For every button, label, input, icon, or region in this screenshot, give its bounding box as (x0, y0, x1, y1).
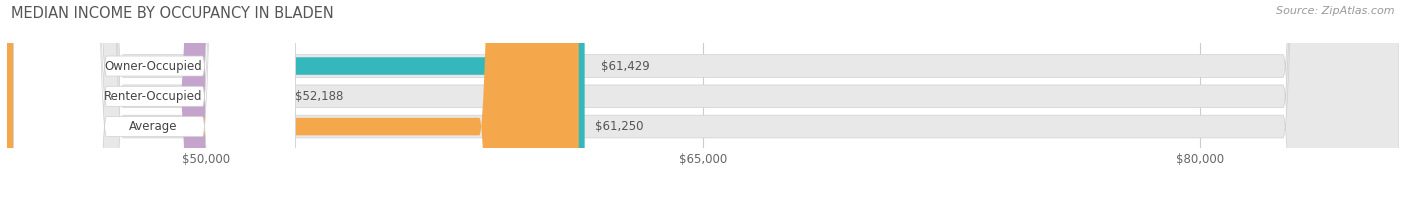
FancyBboxPatch shape (7, 0, 579, 197)
Text: Owner-Occupied: Owner-Occupied (104, 59, 202, 72)
FancyBboxPatch shape (14, 0, 295, 197)
Text: $61,429: $61,429 (602, 59, 650, 72)
FancyBboxPatch shape (14, 0, 295, 197)
Text: Renter-Occupied: Renter-Occupied (104, 90, 202, 103)
FancyBboxPatch shape (7, 0, 1399, 197)
FancyBboxPatch shape (7, 0, 585, 197)
FancyBboxPatch shape (7, 0, 1399, 197)
FancyBboxPatch shape (7, 0, 1399, 197)
FancyBboxPatch shape (14, 0, 295, 197)
Text: Source: ZipAtlas.com: Source: ZipAtlas.com (1277, 6, 1395, 16)
FancyBboxPatch shape (7, 0, 278, 197)
Text: $52,188: $52,188 (295, 90, 343, 103)
Text: MEDIAN INCOME BY OCCUPANCY IN BLADEN: MEDIAN INCOME BY OCCUPANCY IN BLADEN (11, 6, 335, 21)
Text: $61,250: $61,250 (595, 120, 644, 133)
Text: Average: Average (129, 120, 177, 133)
